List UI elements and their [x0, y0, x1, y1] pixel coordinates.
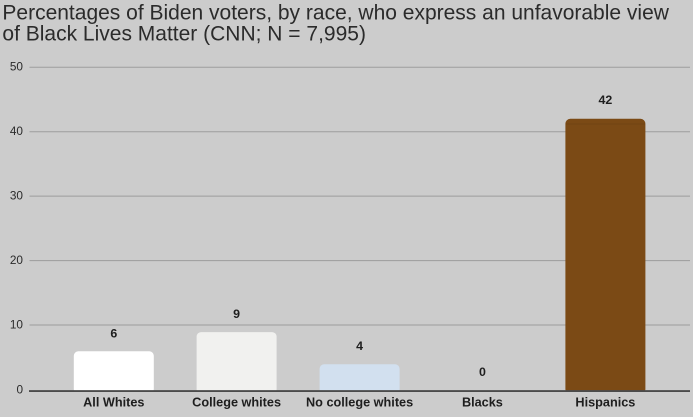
svg-text:No college whites: No college whites — [306, 395, 413, 409]
svg-text:20: 20 — [10, 253, 24, 267]
svg-text:42: 42 — [599, 93, 613, 107]
svg-text:6: 6 — [110, 327, 117, 341]
svg-text:Hispanics: Hispanics — [575, 395, 635, 409]
svg-text:0: 0 — [16, 383, 23, 397]
svg-text:All Whites: All Whites — [83, 395, 144, 409]
svg-text:Percentages of Biden voters, b: Percentages of Biden voters, by race, wh… — [2, 2, 669, 25]
svg-text:30: 30 — [10, 189, 24, 203]
svg-text:4: 4 — [356, 339, 363, 353]
svg-text:of Black Lives Matter (CNN; N: of Black Lives Matter (CNN; N = 7,995) — [2, 22, 366, 45]
svg-text:40: 40 — [10, 124, 24, 138]
svg-text:Blacks: Blacks — [462, 395, 503, 409]
svg-text:9: 9 — [233, 307, 240, 321]
svg-text:0: 0 — [479, 365, 486, 379]
svg-text:10: 10 — [10, 318, 24, 332]
svg-text:College whites: College whites — [192, 395, 281, 409]
svg-text:50: 50 — [10, 60, 24, 74]
